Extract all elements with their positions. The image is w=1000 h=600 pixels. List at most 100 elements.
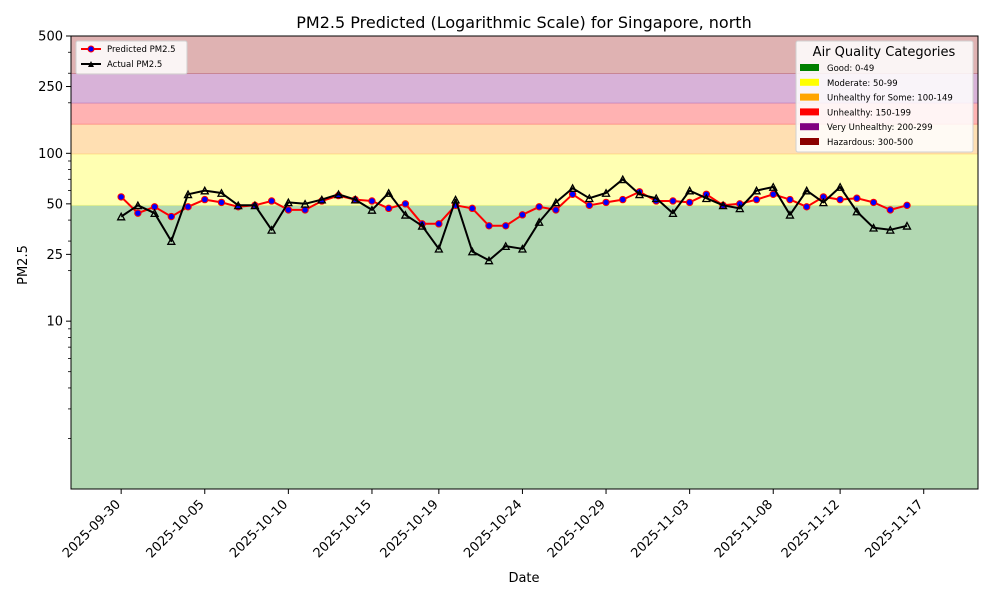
actual-point-40 bbox=[785, 210, 795, 219]
actual-point-27 bbox=[568, 183, 578, 193]
series-line-1 bbox=[120, 178, 908, 262]
actual-point-7 bbox=[233, 200, 243, 210]
category-swatch-2 bbox=[800, 93, 819, 101]
predicted-point-29 bbox=[602, 198, 610, 207]
actual-point-20 bbox=[450, 194, 461, 204]
predicted-point-15 bbox=[368, 197, 376, 205]
predicted-point-25 bbox=[535, 203, 543, 211]
predicted-point-26 bbox=[552, 206, 560, 214]
legend-actual-label: Actual PM2.5 bbox=[107, 60, 162, 70]
predicted-point-45 bbox=[869, 198, 878, 207]
predicted-point-46 bbox=[886, 206, 894, 214]
predicted-point-23 bbox=[502, 222, 510, 230]
actual-point-19 bbox=[434, 244, 444, 253]
predicted-point-0 bbox=[117, 193, 125, 201]
actual-point-21 bbox=[467, 246, 477, 256]
actual-point-39 bbox=[768, 182, 778, 191]
predicted-point-19 bbox=[435, 220, 443, 228]
x-tick-label-1: 2025-10-05 bbox=[144, 497, 208, 561]
x-tick-label-5: 2025-10-24 bbox=[461, 497, 525, 561]
legend-predicted-label: Predicted PM2.5 bbox=[107, 45, 176, 55]
actual-point-9 bbox=[267, 225, 277, 234]
category-swatch-5 bbox=[800, 138, 819, 145]
category-label-5: Hazardous: 300-500 bbox=[827, 138, 913, 148]
actual-point-29 bbox=[601, 188, 611, 197]
aqi-band-3 bbox=[71, 103, 978, 125]
actual-point-26 bbox=[551, 197, 561, 207]
actual-point-10 bbox=[283, 197, 293, 207]
predicted-point-47 bbox=[903, 201, 911, 210]
actual-point-47 bbox=[902, 221, 912, 230]
predicted-point-40 bbox=[786, 195, 794, 204]
series-legend: Predicted PM2.5 Actual PM2.5 bbox=[75, 40, 188, 75]
x-tick-label-9: 2025-11-12 bbox=[779, 497, 843, 561]
actual-point-30 bbox=[618, 174, 628, 184]
actual-point-37 bbox=[735, 203, 745, 213]
actual-point-22 bbox=[484, 255, 494, 265]
category-label-2: Unhealthy for Some: 100-149 bbox=[827, 94, 953, 104]
actual-point-16 bbox=[384, 188, 394, 197]
y-tick-label-4: 250 bbox=[38, 80, 63, 95]
y-tick-label-5: 500 bbox=[38, 30, 63, 45]
actual-point-28 bbox=[584, 193, 594, 203]
actual-point-31 bbox=[634, 189, 645, 199]
plot-frame bbox=[70, 35, 979, 490]
actual-point-8 bbox=[250, 200, 260, 210]
x-tick-label-0: 2025-09-30 bbox=[60, 497, 124, 561]
y-axis-label: PM2.5 bbox=[16, 245, 31, 285]
actual-point-15 bbox=[367, 205, 377, 214]
y-tick-label-2: 50 bbox=[46, 197, 63, 212]
actual-point-43 bbox=[835, 182, 845, 191]
category-swatch-3 bbox=[800, 108, 819, 116]
actual-point-32 bbox=[651, 193, 661, 203]
predicted-point-30 bbox=[619, 195, 627, 204]
actual-point-46 bbox=[885, 225, 895, 234]
predicted-point-28 bbox=[585, 201, 594, 210]
predicted-point-16 bbox=[384, 204, 393, 213]
actual-point-24 bbox=[517, 244, 528, 253]
actual-point-33 bbox=[668, 208, 678, 218]
legend-predicted-marker bbox=[87, 45, 95, 53]
category-label-4: Very Unhealthy: 200-299 bbox=[827, 123, 933, 133]
actual-point-12 bbox=[317, 194, 327, 204]
y-tick-label-3: 100 bbox=[38, 147, 63, 162]
category-swatch-1 bbox=[800, 78, 819, 86]
x-tick-label-8: 2025-11-08 bbox=[712, 497, 776, 561]
predicted-point-44 bbox=[853, 194, 861, 202]
x-tick-label-6: 2025-10-29 bbox=[545, 497, 609, 561]
predicted-point-34 bbox=[685, 198, 694, 207]
actual-point-2 bbox=[150, 208, 160, 218]
predicted-point-38 bbox=[752, 195, 761, 204]
predicted-point-24 bbox=[518, 211, 527, 219]
actual-point-4 bbox=[183, 189, 193, 199]
actual-point-36 bbox=[718, 200, 728, 210]
actual-point-42 bbox=[818, 197, 828, 207]
x-tick-label-2: 2025-10-10 bbox=[227, 497, 291, 561]
series-layer bbox=[116, 174, 912, 265]
category-swatch-4 bbox=[800, 123, 819, 131]
predicted-point-41 bbox=[802, 203, 811, 211]
actual-point-23 bbox=[501, 241, 511, 251]
category-legend-title: Air Quality Categories bbox=[813, 45, 956, 60]
predicted-point-10 bbox=[284, 206, 293, 214]
predicted-point-22 bbox=[485, 222, 493, 230]
category-legend-items: Good: 0-49 Moderate: 50-99 Unhealthy for S… bbox=[800, 64, 953, 148]
x-tick-label-3: 2025-10-15 bbox=[311, 497, 375, 561]
y-tick-label-0: 10 bbox=[46, 315, 63, 330]
predicted-point-33 bbox=[669, 197, 677, 205]
predicted-point-9 bbox=[267, 197, 276, 205]
actual-point-17 bbox=[400, 210, 410, 219]
actual-point-14 bbox=[350, 194, 360, 204]
y-tick-label-1: 25 bbox=[46, 248, 63, 263]
category-label-3: Unhealthy: 150-199 bbox=[827, 108, 911, 118]
legend-actual-marker bbox=[88, 61, 94, 67]
actual-point-11 bbox=[300, 199, 310, 208]
predicted-point-3 bbox=[167, 212, 176, 221]
category-legend: Air Quality Categories Good: 0-49 Moderat… bbox=[795, 40, 974, 153]
predicted-point-17 bbox=[401, 200, 410, 208]
actual-point-25 bbox=[534, 217, 544, 226]
actual-point-35 bbox=[701, 193, 711, 203]
aqi-band-0 bbox=[71, 205, 978, 489]
actual-point-1 bbox=[133, 200, 143, 210]
actual-point-44 bbox=[852, 206, 862, 216]
